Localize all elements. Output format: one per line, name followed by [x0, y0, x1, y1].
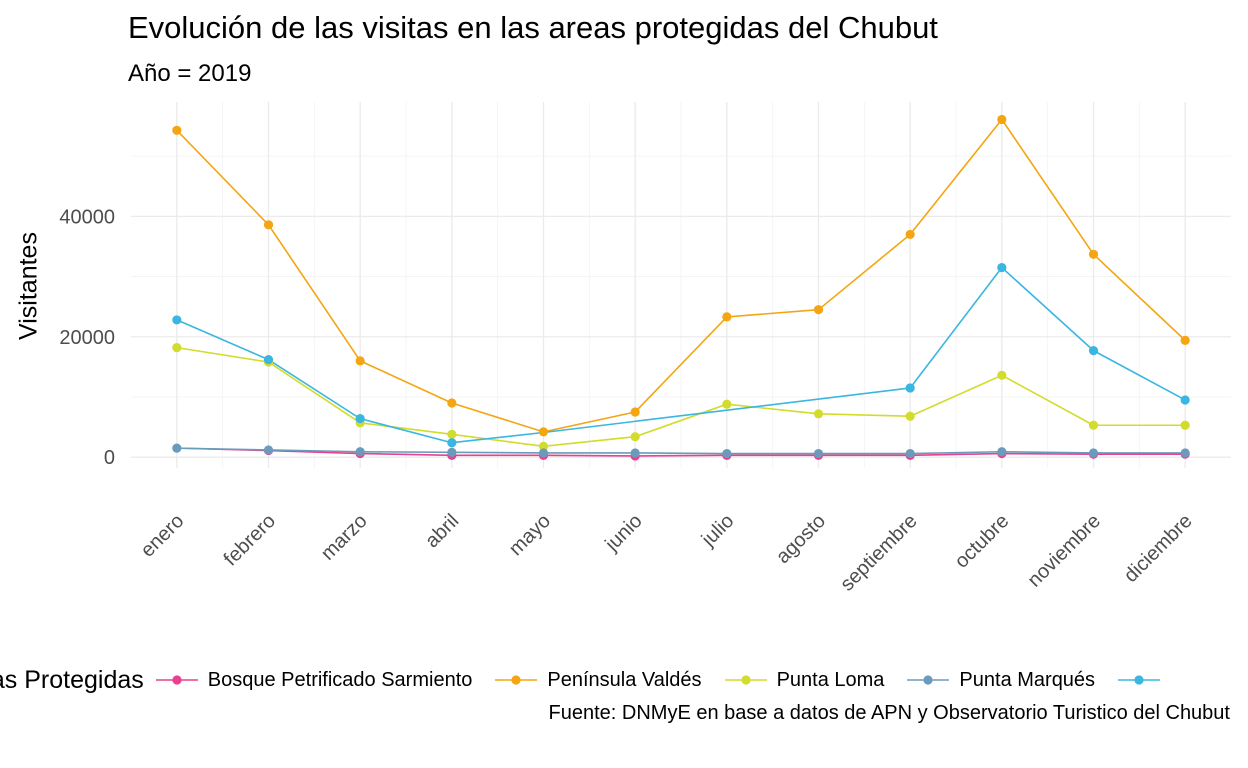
data-point: [447, 398, 457, 408]
x-tick-label: mayo: [505, 510, 555, 560]
data-point: [1180, 335, 1190, 345]
data-point: [263, 220, 274, 230]
data-point: [997, 114, 1007, 125]
data-point: [1180, 395, 1190, 405]
data-point: [997, 370, 1007, 380]
y-tick-label: 0: [104, 447, 115, 469]
data-point: [538, 427, 549, 437]
x-tick-label: marzo: [317, 510, 372, 565]
legend-item: Punta Marqués: [905, 669, 1095, 692]
data-point: [905, 448, 915, 459]
data-point: [813, 305, 824, 315]
y-tick-label: 40000: [59, 206, 115, 228]
data-point: [1088, 420, 1099, 430]
legend-item: Punta Loma: [723, 668, 885, 692]
data-point: [630, 432, 640, 442]
data-point: [1088, 448, 1099, 458]
data-point: [722, 312, 732, 322]
data-point: [813, 448, 824, 459]
data-point: [355, 447, 365, 457]
legend-label: Punta Loma: [776, 668, 885, 691]
x-tick-label: agosto: [772, 510, 830, 568]
legend-row: Áreas Protegidas Bosque Petrificado Sarm…: [0, 660, 1191, 700]
legend-key-point: [923, 675, 934, 685]
data-point: [263, 355, 274, 365]
legend-title: Áreas Protegidas: [0, 665, 144, 694]
y-axis-ticks: 0 20000 40000: [59, 206, 115, 469]
data-point: [905, 383, 915, 393]
x-axis-ticks: enero febrero marzo abril mayo junio julio agos…: [137, 510, 1197, 596]
source-caption: Fuente: DNMyE en base a datos de APN y O…: [548, 702, 1230, 724]
data-point: [997, 447, 1007, 457]
series-line: [176, 346, 1186, 448]
chart-title: Evolución de las visitas en las areas pr…: [128, 10, 938, 45]
legend-key-point: [511, 675, 521, 685]
chart-subtitle: Año = 2019: [128, 60, 252, 87]
data-point: [722, 399, 732, 409]
data-point: [722, 448, 732, 459]
data-point: [447, 429, 457, 439]
data-point: [447, 438, 457, 448]
x-tick-label: junio: [601, 510, 647, 556]
data-point: [1180, 420, 1190, 430]
legend-key-point: [740, 675, 751, 685]
series-line: [176, 447, 1186, 457]
data-point: [997, 262, 1007, 273]
legend: Áreas Protegidas Bosque Petrificado Sarm…: [0, 660, 1248, 700]
series-line: [176, 118, 1186, 433]
data-point: [172, 343, 182, 353]
legend-label: Bosque Petrificado Sarmiento: [207, 668, 473, 691]
series-points: [172, 114, 1190, 461]
legend-label: Punta Marqués: [959, 668, 1096, 691]
data-point: [263, 445, 274, 455]
data-point: [1088, 346, 1099, 356]
legend-key-point: [172, 675, 182, 685]
data-point: [813, 409, 824, 419]
data-point: [172, 125, 182, 135]
legend-key-point: [1134, 675, 1144, 685]
x-tick-label: noviembre: [1023, 510, 1105, 592]
data-point: [538, 448, 549, 458]
legend-item: [1116, 670, 1170, 690]
data-point: [905, 229, 915, 240]
major-gridlines: [131, 102, 1231, 468]
legend-key-icon: [1118, 675, 1161, 685]
data-point: [172, 443, 182, 453]
legend-key-icon: [907, 675, 950, 685]
data-point: [355, 414, 365, 424]
legend-key-icon: [724, 675, 767, 685]
data-point: [630, 448, 640, 458]
data-point: [355, 356, 365, 366]
minor-gridlines: [131, 102, 1231, 468]
legend-item: Península Valdés: [493, 668, 702, 692]
x-tick-label: abril: [421, 510, 463, 552]
legend-item: Bosque Petrificado Sarmiento: [154, 668, 473, 692]
data-point: [172, 315, 182, 325]
legend-key-icon: [155, 675, 198, 685]
data-point: [1180, 448, 1190, 458]
x-tick-label: febrero: [220, 510, 280, 570]
x-tick-label: julio: [697, 510, 738, 551]
series-line: [176, 447, 1186, 455]
legend-key-icon: [495, 675, 538, 685]
data-point: [538, 441, 549, 451]
data-point: [905, 411, 915, 421]
x-tick-label: enero: [137, 510, 189, 562]
y-tick-label: 20000: [59, 327, 115, 349]
x-tick-label: diciembre: [1120, 510, 1197, 587]
x-tick-label: septiembre: [836, 510, 922, 596]
data-point: [630, 407, 640, 417]
data-point: [447, 447, 457, 457]
legend-label: Península Valdés: [547, 668, 702, 691]
data-point: [1088, 249, 1099, 259]
x-tick-label: octubre: [951, 510, 1014, 573]
